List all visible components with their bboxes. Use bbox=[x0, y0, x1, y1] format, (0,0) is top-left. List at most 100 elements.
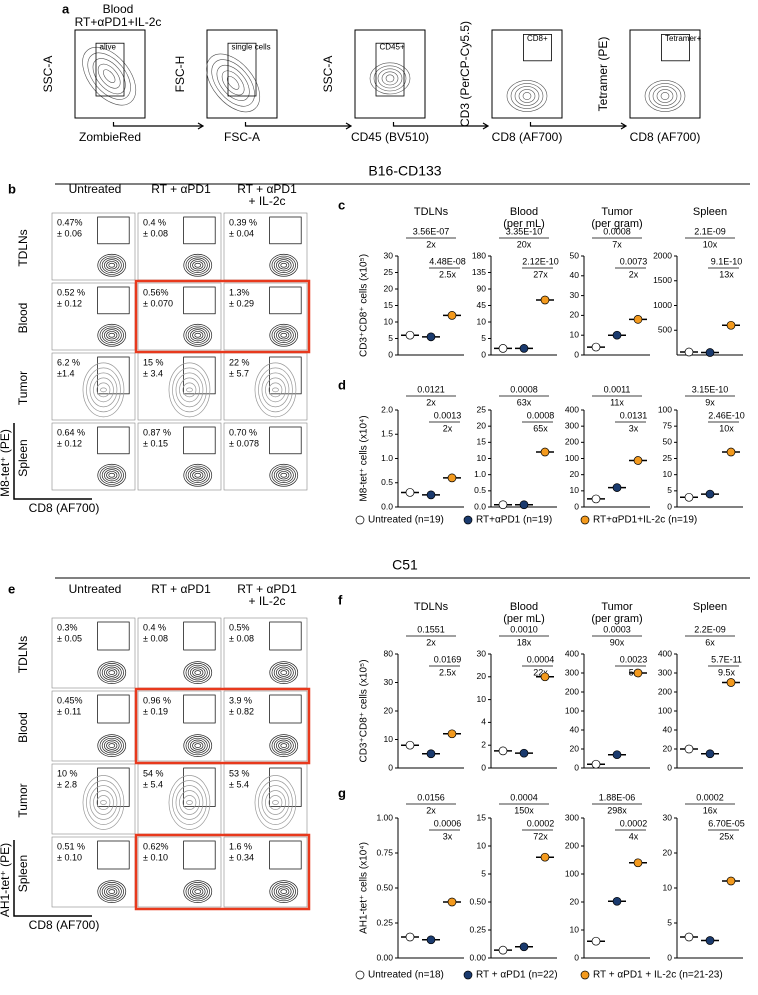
contour bbox=[104, 329, 120, 342]
group-mean bbox=[519, 748, 529, 758]
p-value: 0.0023 bbox=[620, 654, 648, 664]
gate-percent: ± 5.7 bbox=[229, 368, 249, 378]
axis-label: M8-tet⁺ (PE) bbox=[0, 429, 12, 497]
gate-percent: ± 5.4 bbox=[229, 779, 249, 789]
contour bbox=[273, 467, 294, 484]
axis-label: Tetramer (PE) bbox=[596, 37, 610, 112]
y-tick-label: 20 bbox=[477, 671, 487, 681]
fold-change: 2x bbox=[426, 397, 436, 407]
section-title: C51 bbox=[392, 557, 418, 573]
gate-label: Tetramer+ bbox=[665, 34, 702, 43]
contour bbox=[82, 362, 125, 418]
contour bbox=[269, 463, 299, 487]
y-tick-label: 4 bbox=[481, 717, 486, 727]
gate-percent: ± 0.15 bbox=[143, 438, 168, 448]
group-mean bbox=[726, 876, 736, 886]
fold-change: 9.5x bbox=[718, 667, 736, 677]
fold-change: 4x bbox=[629, 831, 639, 841]
y-tick-label: 0.25 bbox=[376, 917, 393, 927]
gate bbox=[183, 286, 216, 315]
contour bbox=[99, 325, 124, 345]
fold-change: 9x bbox=[705, 397, 715, 407]
gate bbox=[97, 426, 130, 455]
legend-label: RT+αPD1+IL-2c (n=19) bbox=[593, 515, 697, 526]
y-tick-label: 20 bbox=[570, 310, 580, 320]
y-tick-label: 200 bbox=[565, 686, 579, 696]
fold-change: 63x bbox=[517, 397, 532, 407]
axis-label: FSC-H bbox=[173, 56, 187, 93]
gate bbox=[523, 34, 552, 62]
flow-plot bbox=[223, 836, 308, 908]
y-tick-label: 100 bbox=[658, 404, 672, 414]
y-tick-label: 25 bbox=[663, 453, 673, 463]
panel-label: g bbox=[338, 785, 346, 800]
contour bbox=[276, 885, 292, 898]
axis-arrow bbox=[13, 840, 92, 917]
contour bbox=[273, 664, 294, 681]
gate-percent: 22 % bbox=[229, 357, 250, 367]
panel-label: c bbox=[338, 197, 345, 212]
chart-title: Blood bbox=[510, 601, 538, 613]
gate-percent: 0.39 % bbox=[229, 217, 257, 227]
contour bbox=[280, 262, 288, 268]
group-mean bbox=[633, 315, 643, 324]
y-tick-label: 180 bbox=[472, 250, 486, 260]
group-mean bbox=[684, 744, 694, 754]
contour bbox=[648, 83, 682, 109]
p-value: 0.0131 bbox=[620, 410, 648, 420]
fold-change: 150x bbox=[514, 805, 534, 815]
gate-percent: 0.56% bbox=[143, 287, 169, 297]
group-mean bbox=[633, 456, 643, 465]
gate bbox=[375, 42, 405, 97]
gate bbox=[183, 426, 216, 455]
fold-change: 2x bbox=[426, 239, 436, 249]
contour bbox=[179, 790, 200, 815]
gate bbox=[97, 356, 130, 395]
contour bbox=[506, 80, 548, 112]
contour bbox=[97, 63, 121, 89]
arrow bbox=[112, 122, 205, 130]
p-value: 2.1E-09 bbox=[694, 226, 726, 236]
gate bbox=[97, 286, 130, 315]
arrow bbox=[529, 122, 628, 130]
group-mean bbox=[726, 447, 736, 457]
y-tick-label: 0 bbox=[667, 952, 672, 962]
group-mean bbox=[519, 942, 529, 952]
p-value: 0.0121 bbox=[417, 384, 445, 394]
contour bbox=[97, 880, 127, 903]
contour bbox=[190, 259, 206, 272]
contour bbox=[656, 89, 674, 103]
gate-percent: 0.5% bbox=[229, 622, 250, 632]
contour bbox=[100, 387, 107, 393]
gate-percent: ± 0.06 bbox=[57, 228, 82, 238]
contour bbox=[182, 795, 197, 810]
gate-percent: 1.3% bbox=[229, 287, 250, 297]
group-mean bbox=[447, 311, 457, 320]
gate-label: alive bbox=[100, 43, 117, 52]
fold-change: 20x bbox=[517, 239, 532, 249]
p-value: 5.7E-11 bbox=[711, 654, 742, 664]
contour bbox=[106, 331, 118, 340]
gate-percent: ± 0.12 bbox=[57, 438, 82, 448]
chart-title: Tumor bbox=[601, 206, 633, 218]
chart-title: TDLNs bbox=[414, 206, 449, 218]
contour bbox=[179, 377, 200, 403]
y-tick-label: 100 bbox=[565, 705, 579, 715]
contour bbox=[106, 261, 118, 270]
gate-percent: 0.52 % bbox=[57, 287, 85, 297]
p-value: 0.0156 bbox=[417, 792, 445, 802]
group-mean bbox=[705, 348, 715, 357]
contour bbox=[276, 469, 292, 482]
gate-label: CD8+ bbox=[527, 34, 548, 43]
p-value: 2.46E-10 bbox=[708, 410, 745, 420]
flow-plot bbox=[51, 617, 136, 689]
section-title: B16-CD133 bbox=[368, 163, 441, 179]
contour bbox=[172, 780, 207, 825]
group-mean bbox=[705, 489, 715, 499]
contour bbox=[182, 382, 197, 398]
p-value: 0.0073 bbox=[620, 256, 648, 266]
p-value: 0.0006 bbox=[434, 818, 462, 828]
arrow bbox=[244, 122, 353, 130]
y-tick-label: 0.0 bbox=[474, 501, 486, 511]
y-tick-label: 5 bbox=[667, 917, 672, 927]
